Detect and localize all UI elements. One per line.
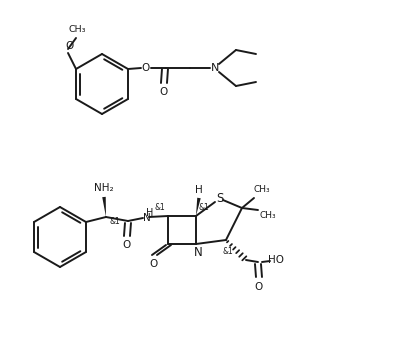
Text: S: S — [216, 193, 224, 206]
Text: H: H — [146, 208, 154, 218]
Text: N: N — [211, 63, 219, 73]
Text: HO: HO — [268, 255, 284, 265]
Polygon shape — [102, 197, 106, 217]
Text: O: O — [65, 41, 73, 51]
Text: N: N — [143, 213, 151, 223]
Text: &1: &1 — [155, 202, 165, 212]
Text: N: N — [194, 246, 202, 259]
Text: NH₂: NH₂ — [94, 183, 114, 193]
Text: CH₃: CH₃ — [259, 212, 276, 220]
Text: O: O — [160, 87, 168, 97]
Text: O: O — [123, 240, 131, 250]
Text: O: O — [150, 259, 158, 269]
Text: &1: &1 — [223, 246, 233, 256]
Text: &1: &1 — [110, 218, 120, 226]
Text: CH₃: CH₃ — [68, 25, 86, 34]
Text: O: O — [142, 63, 150, 73]
Text: &1: &1 — [199, 202, 209, 212]
Polygon shape — [196, 198, 201, 216]
Text: CH₃: CH₃ — [254, 186, 270, 195]
Text: H: H — [195, 185, 203, 195]
Text: O: O — [255, 282, 263, 292]
